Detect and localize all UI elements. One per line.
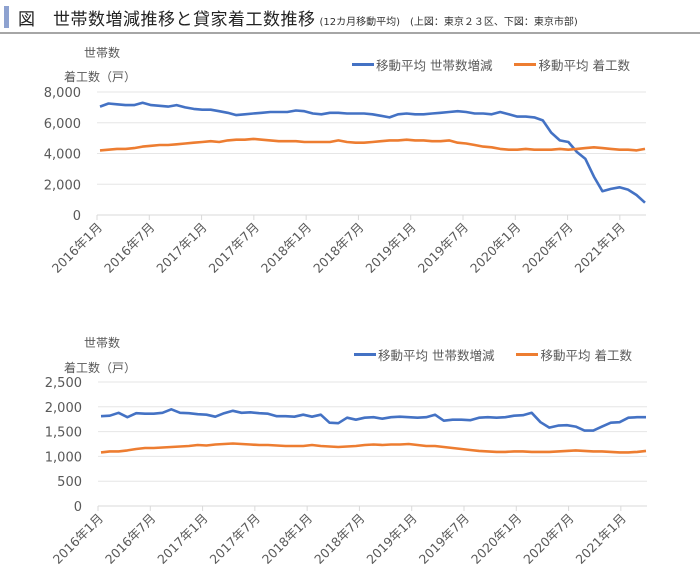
chart-plot-area: 02,0004,0006,0008,0002016年1月2016年7月2017年… — [44, 86, 646, 276]
y-tick-label: 0 — [73, 209, 81, 224]
x-tick-label: 2016年7月 — [102, 511, 158, 567]
x-tick-label: 2016年7月 — [101, 220, 157, 276]
y-axis-label-starts: 着工数（戸） — [64, 361, 137, 375]
x-tick-label: 2021年1月 — [572, 220, 628, 276]
x-tick-label: 2016年1月 — [50, 511, 106, 567]
header-divider — [0, 32, 700, 34]
x-tick-label: 2016年1月 — [49, 220, 105, 276]
x-tick-label: 2017年1月 — [153, 220, 209, 276]
x-tick-label: 2017年7月 — [207, 511, 263, 567]
y-axis-label-starts: 着工数（戸） — [64, 70, 137, 84]
series-line-households — [99, 101, 646, 204]
y-tick-label: 8,000 — [44, 86, 81, 101]
y-axis-label-households: 世帯数 — [84, 336, 121, 350]
chart-plot-area: 05001,0001,5002,0002,5002016年1月2016年7月20… — [45, 376, 647, 567]
x-tick-label: 2020年7月 — [519, 220, 575, 276]
page-title: 図 世帯数増減推移と貸家着工数推移 (12カ月移動平均) (上図：東京２３区、下図… — [18, 5, 578, 30]
x-tick-label: 2019年1月 — [362, 220, 418, 276]
x-tick-label: 2019年1月 — [363, 511, 419, 567]
x-tick-label: 2020年1月 — [468, 511, 524, 567]
series-line-starts — [100, 442, 647, 454]
page-header: 図 世帯数増減推移と貸家着工数推移 (12カ月移動平均) (上図：東京２３区、下図… — [0, 0, 700, 34]
x-tick-label: 2021年1月 — [573, 511, 629, 567]
y-tick-label: 500 — [57, 475, 82, 490]
y-tick-label: 4,000 — [44, 148, 81, 163]
legend-swatch-blue — [352, 63, 374, 66]
title-accent-bar — [4, 6, 9, 28]
y-tick-label: 1,000 — [45, 450, 82, 465]
y-tick-label: 2,000 — [45, 401, 82, 416]
legend-swatch-blue — [354, 353, 376, 356]
x-tick-label: 2019年7月 — [416, 511, 472, 567]
x-tick-label: 2018年1月 — [258, 220, 314, 276]
y-tick-label: 0 — [74, 500, 82, 515]
y-tick-label: 1,500 — [45, 426, 82, 441]
legend-item-households: 移動平均 世帯数増減 — [352, 55, 492, 74]
legend-item-starts: 移動平均 着工数 — [516, 345, 632, 364]
x-tick-label: 2020年7月 — [520, 511, 576, 567]
x-tick-label: 2017年7月 — [206, 220, 262, 276]
legend-item-starts: 移動平均 着工数 — [514, 55, 630, 74]
legend-swatch-orange — [514, 63, 537, 66]
y-axis-label-households: 世帯数 — [84, 46, 121, 60]
y-tick-label: 6,000 — [44, 117, 81, 132]
x-tick-label: 2018年1月 — [259, 511, 315, 567]
legend-item-households: 移動平均 世帯数増減 — [354, 345, 494, 364]
series-line-households — [100, 408, 646, 432]
x-tick-label: 2018年7月 — [310, 220, 366, 276]
x-tick-label: 2020年1月 — [467, 220, 523, 276]
chart-legend: 移動平均 世帯数増減 移動平均 着工数 — [352, 55, 652, 74]
x-tick-label: 2019年7月 — [415, 220, 471, 276]
chart-legend: 移動平均 世帯数増減 移動平均 着工数 — [354, 345, 654, 364]
legend-swatch-orange — [516, 353, 539, 356]
x-tick-label: 2017年1月 — [154, 511, 210, 567]
y-tick-label: 2,000 — [44, 178, 81, 193]
chart-tokyo-23-wards: 世帯数 着工数（戸） 移動平均 世帯数増減 移動平均 着工数 0 2,000 4,0… — [44, 46, 652, 276]
series-line-starts — [99, 137, 646, 152]
x-tick-label: 2018年7月 — [311, 511, 367, 567]
title-text: 図 世帯数増減推移と貸家着工数推移 — [18, 10, 316, 30]
chart-tokyo-cities: 世帯数 着工数（戸） 移動平均 世帯数増減 移動平均 着工数 0 500 1,000… — [0, 300, 700, 584]
title-subtitle: (12カ月移動平均) (上図：東京２３区、下図：東京市部) — [319, 17, 578, 28]
y-tick-label: 2,500 — [45, 376, 82, 391]
